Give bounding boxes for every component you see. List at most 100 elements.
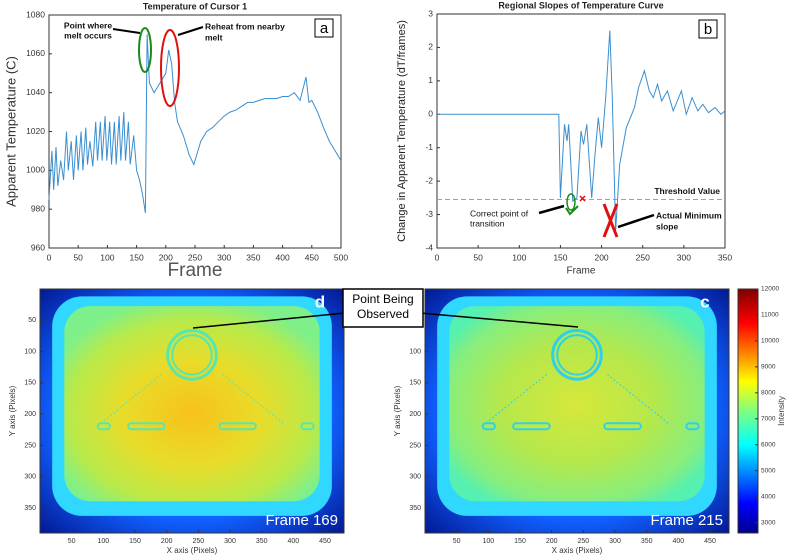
y-tick-label: 200 bbox=[409, 411, 421, 418]
ring bbox=[166, 329, 218, 381]
y-tick-label: -2 bbox=[425, 175, 433, 185]
x-tick-label: 50 bbox=[473, 252, 483, 262]
plot-area bbox=[48, 14, 342, 249]
colorbar bbox=[737, 288, 759, 534]
small-x bbox=[579, 195, 586, 202]
y-tick-label: 1060 bbox=[26, 48, 45, 58]
callout-line bbox=[419, 312, 579, 328]
y-tick-label: -3 bbox=[425, 209, 433, 219]
chart-title: Regional Slopes of Temperature Curve bbox=[498, 0, 663, 10]
annotation: Correct point of bbox=[470, 208, 529, 218]
x-tick-label: 0 bbox=[47, 252, 52, 262]
x-tick-label: 250 bbox=[577, 538, 589, 545]
x-tick-label: 350 bbox=[246, 252, 260, 262]
arrow bbox=[177, 26, 204, 36]
arrow bbox=[112, 28, 141, 34]
callout-text: Point Being bbox=[352, 292, 413, 306]
x-tick-label: 200 bbox=[594, 252, 608, 262]
panel-label-box bbox=[698, 19, 718, 39]
x-tick-label: 100 bbox=[100, 252, 114, 262]
callout-text: Observed bbox=[357, 307, 409, 321]
colorbar-tick-label: 12000 bbox=[761, 286, 779, 293]
callout-box bbox=[342, 288, 424, 328]
annotation: melt bbox=[205, 32, 223, 42]
x-tick-label: 150 bbox=[130, 252, 144, 262]
melt-ellipse bbox=[138, 27, 152, 73]
arrow bbox=[538, 204, 565, 215]
bar-feature bbox=[603, 422, 642, 431]
x-tick-label: 100 bbox=[97, 538, 109, 545]
image-body bbox=[64, 306, 320, 502]
y-tick-label: 250 bbox=[409, 442, 421, 449]
colorbar-label: Intensity bbox=[777, 396, 786, 426]
x-tick-label: 50 bbox=[73, 252, 83, 262]
bar-feature bbox=[96, 422, 111, 431]
bar-feature bbox=[685, 422, 700, 431]
y-tick-label: 150 bbox=[24, 380, 36, 387]
y-tick-label: 150 bbox=[409, 380, 421, 387]
x-tick-label: 50 bbox=[68, 538, 76, 545]
check bbox=[565, 205, 579, 216]
x-tick-label: 200 bbox=[161, 538, 173, 545]
annotation: Actual Minimum bbox=[656, 210, 722, 220]
y-tick-label: 980 bbox=[31, 203, 45, 213]
annotation: Point where bbox=[64, 20, 112, 30]
y-tick-label: -1 bbox=[425, 142, 433, 152]
x-tick-label: 150 bbox=[514, 538, 526, 545]
data-line bbox=[48, 34, 342, 214]
panel-label: a bbox=[320, 20, 329, 37]
image-body bbox=[449, 306, 705, 502]
y-tick-label: 50 bbox=[28, 317, 36, 324]
x-tick-label: 350 bbox=[256, 538, 268, 545]
bar-feature bbox=[300, 422, 315, 431]
panel-letter: d bbox=[315, 292, 325, 311]
correct-ellipse bbox=[566, 193, 576, 211]
annotation: slope bbox=[656, 221, 678, 231]
reheat-ellipse bbox=[160, 29, 180, 107]
x-tick-label: 250 bbox=[636, 252, 650, 262]
y-tick-label: -4 bbox=[425, 242, 433, 252]
colorbar-tick-label: 10000 bbox=[761, 338, 779, 345]
x-axis-label: X axis (Pixels) bbox=[552, 546, 603, 555]
x-tick-label: 50 bbox=[453, 538, 461, 545]
x-tick-label: 300 bbox=[217, 252, 231, 262]
x-tick-label: 150 bbox=[129, 538, 141, 545]
x-tick-label: 100 bbox=[512, 252, 526, 262]
x-tick-label: 250 bbox=[188, 252, 202, 262]
x-axis-label: X axis (Pixels) bbox=[167, 546, 218, 555]
x-axis-label: Frame bbox=[168, 260, 223, 281]
triangle-outline bbox=[485, 374, 669, 424]
y-tick-label: 1000 bbox=[26, 165, 45, 175]
big-x bbox=[602, 203, 619, 238]
y-tick-label: 1040 bbox=[26, 87, 45, 97]
x-tick-label: 350 bbox=[718, 252, 732, 262]
callout-line bbox=[192, 312, 346, 329]
y-tick-label: 350 bbox=[409, 505, 421, 512]
annotation: transition bbox=[470, 218, 505, 228]
panel-label-box bbox=[314, 18, 334, 38]
x-tick-label: 100 bbox=[482, 538, 494, 545]
image-border bbox=[424, 288, 730, 534]
y-tick-label: 250 bbox=[24, 442, 36, 449]
x-tick-label: 150 bbox=[553, 252, 567, 262]
colorbar-tick-label: 6000 bbox=[761, 441, 776, 448]
colorbar-tick-label: 3000 bbox=[761, 519, 776, 526]
x-tick-label: 250 bbox=[192, 538, 204, 545]
bar-feature bbox=[218, 422, 257, 431]
x-tick-label: 300 bbox=[224, 538, 236, 545]
y-tick-label: 350 bbox=[24, 505, 36, 512]
y-tick-label: 960 bbox=[31, 242, 45, 252]
panel-label: b bbox=[704, 21, 712, 38]
annotation: Reheat from nearby bbox=[205, 21, 285, 31]
y-tick-label: 3 bbox=[428, 8, 433, 18]
bar-feature bbox=[512, 422, 551, 431]
x-tick-label: 300 bbox=[677, 252, 691, 262]
bar-feature bbox=[127, 422, 166, 431]
x-tick-label: 450 bbox=[305, 252, 319, 262]
x-axis-label: Frame bbox=[567, 266, 596, 277]
x-tick-label: 500 bbox=[334, 252, 348, 262]
y-tick-label: 100 bbox=[24, 348, 36, 355]
colorbar-tick-label: 4000 bbox=[761, 493, 776, 500]
x-tick-label: 200 bbox=[159, 252, 173, 262]
